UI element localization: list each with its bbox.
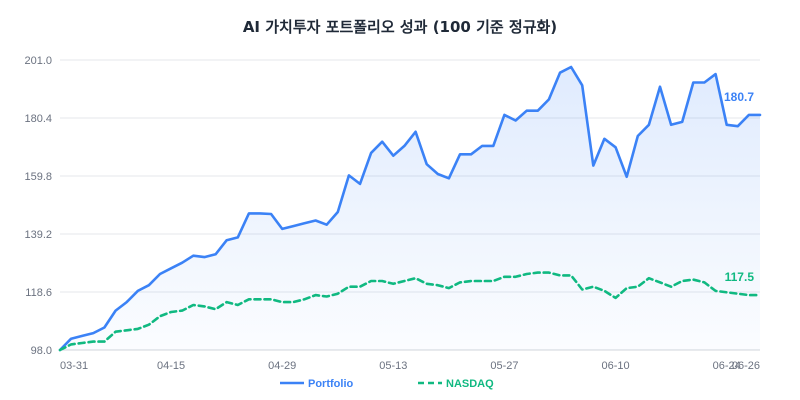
legend-item-nasdaq[interactable]: NASDAQ [418, 378, 494, 390]
series-line-nasdaq [58, 271, 762, 352]
end-value-label: 180.7 [724, 90, 754, 104]
y-tick-label: 180.4 [24, 113, 52, 125]
legend-label: Portfolio [308, 378, 353, 390]
x-tick-label: 05-27 [490, 360, 518, 372]
series-lines [58, 65, 762, 352]
y-tick-label: 118.6 [25, 287, 52, 299]
legend-item-portfolio[interactable]: Portfolio [280, 378, 353, 390]
area-layer [60, 67, 760, 350]
x-tick-label: 06-26 [732, 360, 760, 372]
end-labels: 180.7 117.5 [724, 90, 754, 284]
y-tick-label: 201.0 [24, 55, 52, 67]
legend-label: NASDAQ [446, 378, 494, 390]
x-tick-label: 06-10 [601, 360, 629, 372]
chart-title: AI 가치투자 포트폴리오 성과 (100 기준 정규화) [243, 18, 557, 36]
x-tick-label: 03-31 [60, 360, 88, 372]
y-axis: 98.0 118.6 139.2 159.8 180.4 201.0 [24, 55, 52, 357]
legend: Portfolio NASDAQ [280, 378, 494, 390]
y-tick-label: 159.8 [24, 171, 52, 183]
y-tick-label: 98.0 [31, 345, 52, 357]
series-line-portfolio [58, 65, 762, 352]
x-tick-label: 06-24 [713, 360, 741, 372]
series-area-portfolio [60, 67, 760, 350]
x-tick-label: 04-29 [268, 360, 296, 372]
y-tick-label: 139.2 [24, 229, 52, 241]
x-tick-label: 05-13 [379, 360, 407, 372]
end-value-label: 117.5 [725, 270, 755, 284]
x-tick-label: 04-15 [157, 360, 185, 372]
